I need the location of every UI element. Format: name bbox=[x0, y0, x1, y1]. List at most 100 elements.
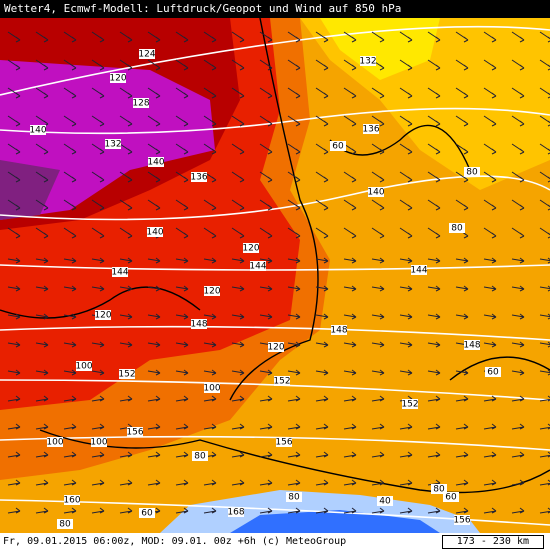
wind-arrow bbox=[35, 313, 49, 320]
label-box bbox=[119, 369, 135, 379]
wind-arrow bbox=[455, 257, 469, 264]
wind-arrow bbox=[539, 87, 550, 99]
wind-arrow bbox=[91, 199, 105, 211]
wind-arrow bbox=[35, 451, 49, 458]
wind-arrow bbox=[483, 227, 497, 239]
wind-arrow bbox=[539, 227, 550, 239]
wind-arrow bbox=[539, 507, 550, 514]
wind-arrow bbox=[483, 171, 497, 183]
wind-arrow bbox=[231, 87, 245, 99]
label-box bbox=[105, 139, 121, 149]
wind-arrow bbox=[7, 31, 21, 43]
wind-arrow bbox=[119, 171, 133, 183]
contour-label: 120 bbox=[267, 343, 284, 353]
isotherm bbox=[39, 429, 550, 494]
isohypse bbox=[0, 325, 550, 341]
wind-arrow bbox=[7, 507, 21, 514]
wind-arrow bbox=[231, 31, 245, 43]
wind-arrow bbox=[259, 369, 273, 376]
contour-label: 100 bbox=[46, 438, 63, 448]
wind-arrow bbox=[371, 285, 385, 292]
wind-arrow bbox=[371, 171, 385, 183]
wind-arrow bbox=[147, 199, 161, 211]
wind-arrow bbox=[35, 59, 49, 71]
wind-arrow bbox=[203, 479, 217, 486]
wind-arrow bbox=[371, 313, 385, 320]
wind-arrow bbox=[203, 313, 217, 320]
wind-arrow bbox=[175, 507, 189, 514]
wind-arrow bbox=[427, 87, 441, 99]
wind-arrow bbox=[455, 369, 469, 376]
wind-arrow bbox=[287, 31, 301, 43]
wind-arrow bbox=[427, 199, 441, 211]
wind-arrow bbox=[35, 285, 49, 292]
wind-arrow bbox=[63, 507, 77, 514]
wind-arrow bbox=[483, 507, 497, 514]
wind-arrow bbox=[287, 423, 301, 430]
wind-arrow bbox=[63, 227, 77, 239]
isotherm bbox=[0, 286, 201, 319]
wind-arrow bbox=[511, 171, 525, 183]
wind-arrow bbox=[119, 451, 133, 458]
label-box bbox=[112, 267, 128, 277]
wind-arrow bbox=[511, 507, 525, 514]
wind-arrow bbox=[91, 227, 105, 239]
wind-arrow bbox=[147, 341, 161, 348]
label-box bbox=[274, 376, 290, 386]
contour-label: 140 bbox=[146, 228, 163, 238]
label-box bbox=[402, 399, 418, 409]
wind-arrow bbox=[7, 479, 21, 486]
wind-arrow bbox=[63, 395, 77, 402]
wind-arrow bbox=[91, 59, 105, 71]
wind-arrow bbox=[399, 313, 413, 320]
wind-arrow bbox=[455, 115, 469, 127]
wind-arrow bbox=[511, 423, 525, 430]
wind-arrow bbox=[399, 285, 413, 292]
label-box bbox=[192, 451, 208, 461]
wind-arrow bbox=[315, 59, 329, 71]
wind-arrow bbox=[203, 423, 217, 430]
wind-arrow bbox=[231, 451, 245, 458]
wind-arrow bbox=[399, 227, 413, 239]
wind-arrow bbox=[231, 369, 245, 376]
isotherms bbox=[0, 18, 550, 494]
wind-arrow bbox=[343, 341, 357, 348]
label-box bbox=[64, 495, 80, 505]
wind-arrow bbox=[315, 395, 329, 402]
wind-arrow bbox=[175, 199, 189, 211]
wind-arrow bbox=[7, 227, 21, 239]
contour-label: 156 bbox=[126, 428, 143, 438]
wind-arrow bbox=[91, 395, 105, 402]
wind-arrow bbox=[7, 369, 21, 376]
wind-arrow bbox=[371, 143, 385, 155]
wind-arrow bbox=[287, 143, 301, 155]
isohypse bbox=[0, 107, 550, 135]
wind-arrow bbox=[119, 341, 133, 348]
label-box bbox=[147, 227, 163, 237]
wind-arrow bbox=[175, 227, 189, 239]
wind-arrow bbox=[287, 87, 301, 99]
wind-arrow bbox=[35, 341, 49, 348]
wind-arrow bbox=[203, 199, 217, 211]
isotherm bbox=[229, 18, 319, 401]
wind-arrow bbox=[259, 87, 273, 99]
wind-arrow bbox=[147, 313, 161, 320]
wind-arrow bbox=[455, 285, 469, 292]
wind-arrow bbox=[287, 369, 301, 376]
wind-arrow bbox=[455, 199, 469, 211]
wind-arrow bbox=[259, 171, 273, 183]
label-box bbox=[91, 437, 107, 447]
wind-arrow bbox=[539, 285, 550, 292]
label-box bbox=[57, 519, 73, 529]
wind-arrow bbox=[119, 395, 133, 402]
wind-arrow bbox=[287, 199, 301, 211]
map: 124 120 128 132 140 132 136 60 140 136 80 140 80 140 1… bbox=[0, 18, 550, 533]
wind-arrow bbox=[7, 171, 21, 183]
wind-arrow bbox=[119, 507, 133, 514]
wind-arrow bbox=[259, 257, 273, 264]
wind-arrow bbox=[399, 143, 413, 155]
wind-arrow bbox=[259, 479, 273, 486]
wind-arrow bbox=[511, 31, 525, 43]
wind-arrow bbox=[455, 451, 469, 458]
wind-arrow bbox=[371, 451, 385, 458]
